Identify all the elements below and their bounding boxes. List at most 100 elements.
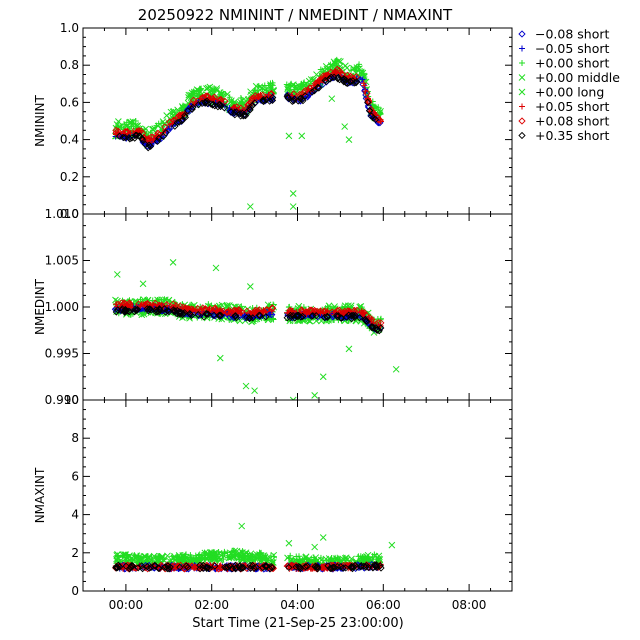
point-series [268, 304, 277, 313]
point-series [289, 311, 297, 320]
point-series [216, 102, 225, 111]
point-outlier [285, 539, 293, 547]
point-series [181, 112, 189, 120]
panel-nmedint: 0.990 0.995 1.000 1.005 1.010 NMEDINT [33, 207, 513, 407]
point-green [190, 88, 197, 95]
point-series [161, 308, 170, 316]
point-series [252, 94, 261, 102]
point-green [209, 550, 216, 558]
point-series [114, 306, 122, 314]
point-green [268, 556, 276, 564]
point-series [112, 126, 120, 134]
point-series [245, 315, 254, 323]
point-series [204, 310, 212, 318]
point-green [342, 62, 349, 70]
point-series [283, 92, 291, 100]
point-outlier [289, 190, 297, 197]
point-green [138, 311, 146, 319]
point-series [367, 112, 376, 120]
point-series [368, 323, 376, 331]
point-series [364, 96, 373, 105]
y-tick-label: 0.0 [60, 207, 79, 221]
point-green [305, 77, 313, 85]
plot-frame [82, 27, 513, 215]
point-green [305, 555, 313, 562]
point-series [196, 306, 205, 314]
point-green [136, 559, 143, 566]
point-series [248, 94, 256, 103]
y-tick-label: 0.6 [60, 95, 79, 109]
legend: −0.08 short−0.05 short+0.00 short+0.00 m… [518, 27, 620, 143]
legend-label: −0.08 short [535, 27, 610, 42]
point-series [321, 563, 329, 571]
point-green [114, 551, 121, 558]
point-green [221, 548, 228, 555]
point-green [255, 554, 262, 561]
point-series [151, 562, 160, 570]
point-series [143, 305, 151, 313]
point-series [246, 106, 254, 114]
point-series [269, 93, 277, 102]
point-green [224, 90, 231, 98]
point-series [145, 136, 153, 144]
y-axis-label: NMININT [33, 94, 47, 146]
point-series [150, 561, 159, 570]
point-outlier [388, 541, 396, 549]
point-series [235, 562, 243, 570]
y-axis-label: NMEDINT [33, 278, 47, 335]
point-series [267, 562, 275, 571]
point-green [180, 103, 187, 110]
y-tick-label: 1.000 [45, 300, 79, 314]
point-green [203, 85, 210, 92]
point-green [129, 118, 137, 126]
point-series [131, 131, 140, 140]
x-tick-label: 00:00 [109, 598, 144, 612]
point-series [337, 314, 345, 322]
point-series [252, 563, 261, 571]
y-tick-label: 0.4 [60, 133, 79, 147]
point-green [207, 87, 214, 94]
point-green [348, 67, 355, 74]
point-series [119, 133, 128, 142]
data-points [112, 522, 396, 573]
point-series [363, 317, 371, 326]
point-series [342, 79, 350, 87]
point-series [262, 306, 270, 314]
point-series [152, 308, 160, 316]
point-series [219, 307, 227, 315]
point-series [138, 562, 146, 570]
point-series [226, 562, 234, 570]
point-series [216, 312, 224, 320]
point-series [342, 313, 351, 321]
point-series [368, 315, 376, 324]
point-series [377, 324, 385, 332]
point-series [123, 128, 131, 136]
y-tick-label: 0.990 [45, 393, 79, 407]
point-series [300, 88, 308, 97]
point-series [286, 311, 295, 320]
legend-label: +0.00 short [535, 56, 610, 71]
y-tick-label: 1.010 [45, 207, 79, 221]
y-tick-label: 8 [71, 431, 79, 445]
point-green [224, 302, 231, 309]
point-series [315, 76, 323, 85]
point-series [268, 96, 277, 104]
point-green [259, 86, 266, 93]
point-green [301, 79, 308, 86]
y-tick-label: 0.2 [60, 170, 79, 184]
point-series [203, 97, 211, 105]
point-green [132, 122, 139, 129]
point-outlier [246, 203, 254, 210]
point-green [357, 553, 364, 560]
point-outlier [251, 387, 258, 395]
y-tick-label: 4 [71, 508, 79, 522]
point-outlier [169, 259, 177, 266]
point-series [224, 563, 232, 571]
point-series [244, 101, 252, 109]
point-series [211, 562, 219, 570]
point-series [151, 299, 160, 307]
point-series [202, 310, 210, 318]
point-series [176, 561, 185, 570]
point-series [178, 310, 187, 319]
point-green [145, 553, 152, 560]
